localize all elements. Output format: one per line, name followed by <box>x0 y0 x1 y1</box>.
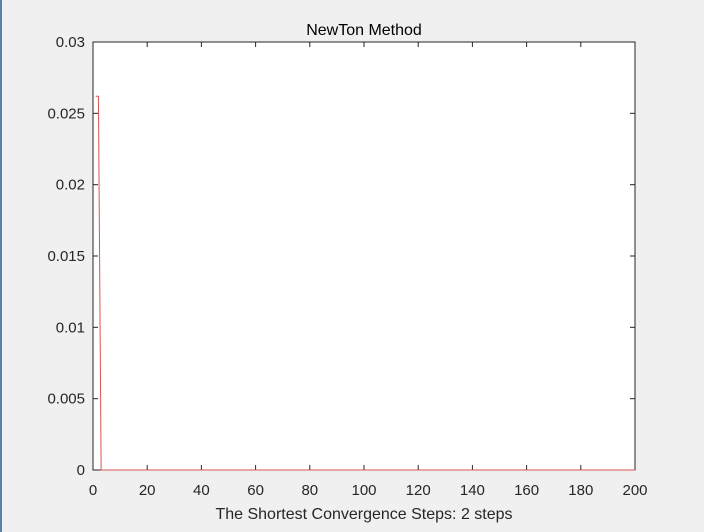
x-tick-label: 100 <box>351 482 376 499</box>
x-tick-label: 80 <box>301 482 318 499</box>
x-tick-label: 200 <box>622 482 647 499</box>
y-tick-label: 0.02 <box>56 177 85 194</box>
chart-title: NewTon Method <box>306 22 422 39</box>
y-tick-label: 0.015 <box>47 248 85 265</box>
plot-area <box>92 41 636 471</box>
y-tick-label: 0 <box>77 462 85 479</box>
y-tick-label: 0.025 <box>47 105 85 122</box>
x-tick-label: 160 <box>514 482 539 499</box>
y-tick-label: 0.03 <box>56 34 85 51</box>
x-ticks: 0 20 40 60 80 100 120 140 160 180 200 <box>89 42 648 499</box>
x-axis-label: The Shortest Convergence Steps: 2 steps <box>215 506 512 523</box>
series-group <box>95 95 635 471</box>
y-tick-label: 0.005 <box>47 391 85 408</box>
y-ticks: 0 0.005 0.01 0.015 0.02 0.025 0.03 <box>47 34 635 479</box>
x-tick-label: 140 <box>460 482 485 499</box>
y-tick-label: 0.01 <box>56 319 85 336</box>
window-edge <box>0 0 2 532</box>
x-tick-label: 40 <box>193 482 210 499</box>
x-tick-label: 60 <box>247 482 264 499</box>
series-line <box>95 95 635 471</box>
x-tick-label: 20 <box>139 482 156 499</box>
x-tick-label: 180 <box>568 482 593 499</box>
x-tick-label: 120 <box>406 482 431 499</box>
x-tick-label: 0 <box>89 482 97 499</box>
